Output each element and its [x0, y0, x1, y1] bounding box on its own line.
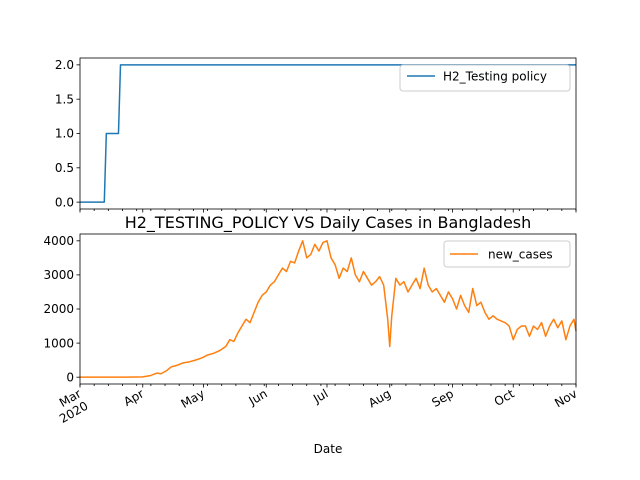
bottom-y-tick-label: 3000 — [43, 268, 74, 282]
top-legend-box — [399, 64, 571, 92]
top-series-line — [80, 64, 576, 203]
bottom-y-tick-label: 0 — [66, 370, 74, 384]
chart-title: H2_TESTING_POLICY VS Daily Cases in Bang… — [125, 213, 532, 233]
bottom-y-tick-label: 2000 — [43, 302, 74, 316]
top-y-tick-label: 1.5 — [55, 92, 74, 106]
bottom-x-tick-label-line: Jul — [310, 386, 330, 406]
bottom-x-tick-label: Jul — [310, 386, 330, 406]
bottom-y-tick-label: 4000 — [43, 234, 74, 248]
top-plot-area — [80, 64, 576, 203]
bottom-y-axis: 0 1000 2000 3000 4000 — [43, 234, 80, 384]
bottom-legend-label: new_cases — [488, 248, 553, 262]
top-x-ticks — [79, 209, 577, 213]
top-y-tick-label: 0.0 — [55, 195, 74, 209]
top-y-tick-label: 2.0 — [55, 58, 74, 72]
bottom-series-line — [80, 240, 577, 378]
top-legend-label: H2_Testing policy — [443, 70, 547, 84]
bottom-legend-box — [443, 240, 571, 268]
bottom-y-tick-label: 1000 — [43, 336, 74, 350]
top-legend: H2_Testing policy — [399, 64, 571, 92]
top-y-axis: 0.0 0.5 1.0 1.5 2.0 — [55, 58, 80, 209]
bottom-legend: new_cases — [443, 240, 571, 268]
top-subplot: 0.0 0.5 1.0 1.5 2.0 H2_Testing policy — [55, 57, 577, 213]
top-y-tick-label: 1.0 — [55, 127, 74, 141]
bottom-plot-area — [80, 240, 577, 378]
x-axis-label: Date — [314, 442, 343, 456]
top-y-tick-label: 0.5 — [55, 161, 74, 175]
